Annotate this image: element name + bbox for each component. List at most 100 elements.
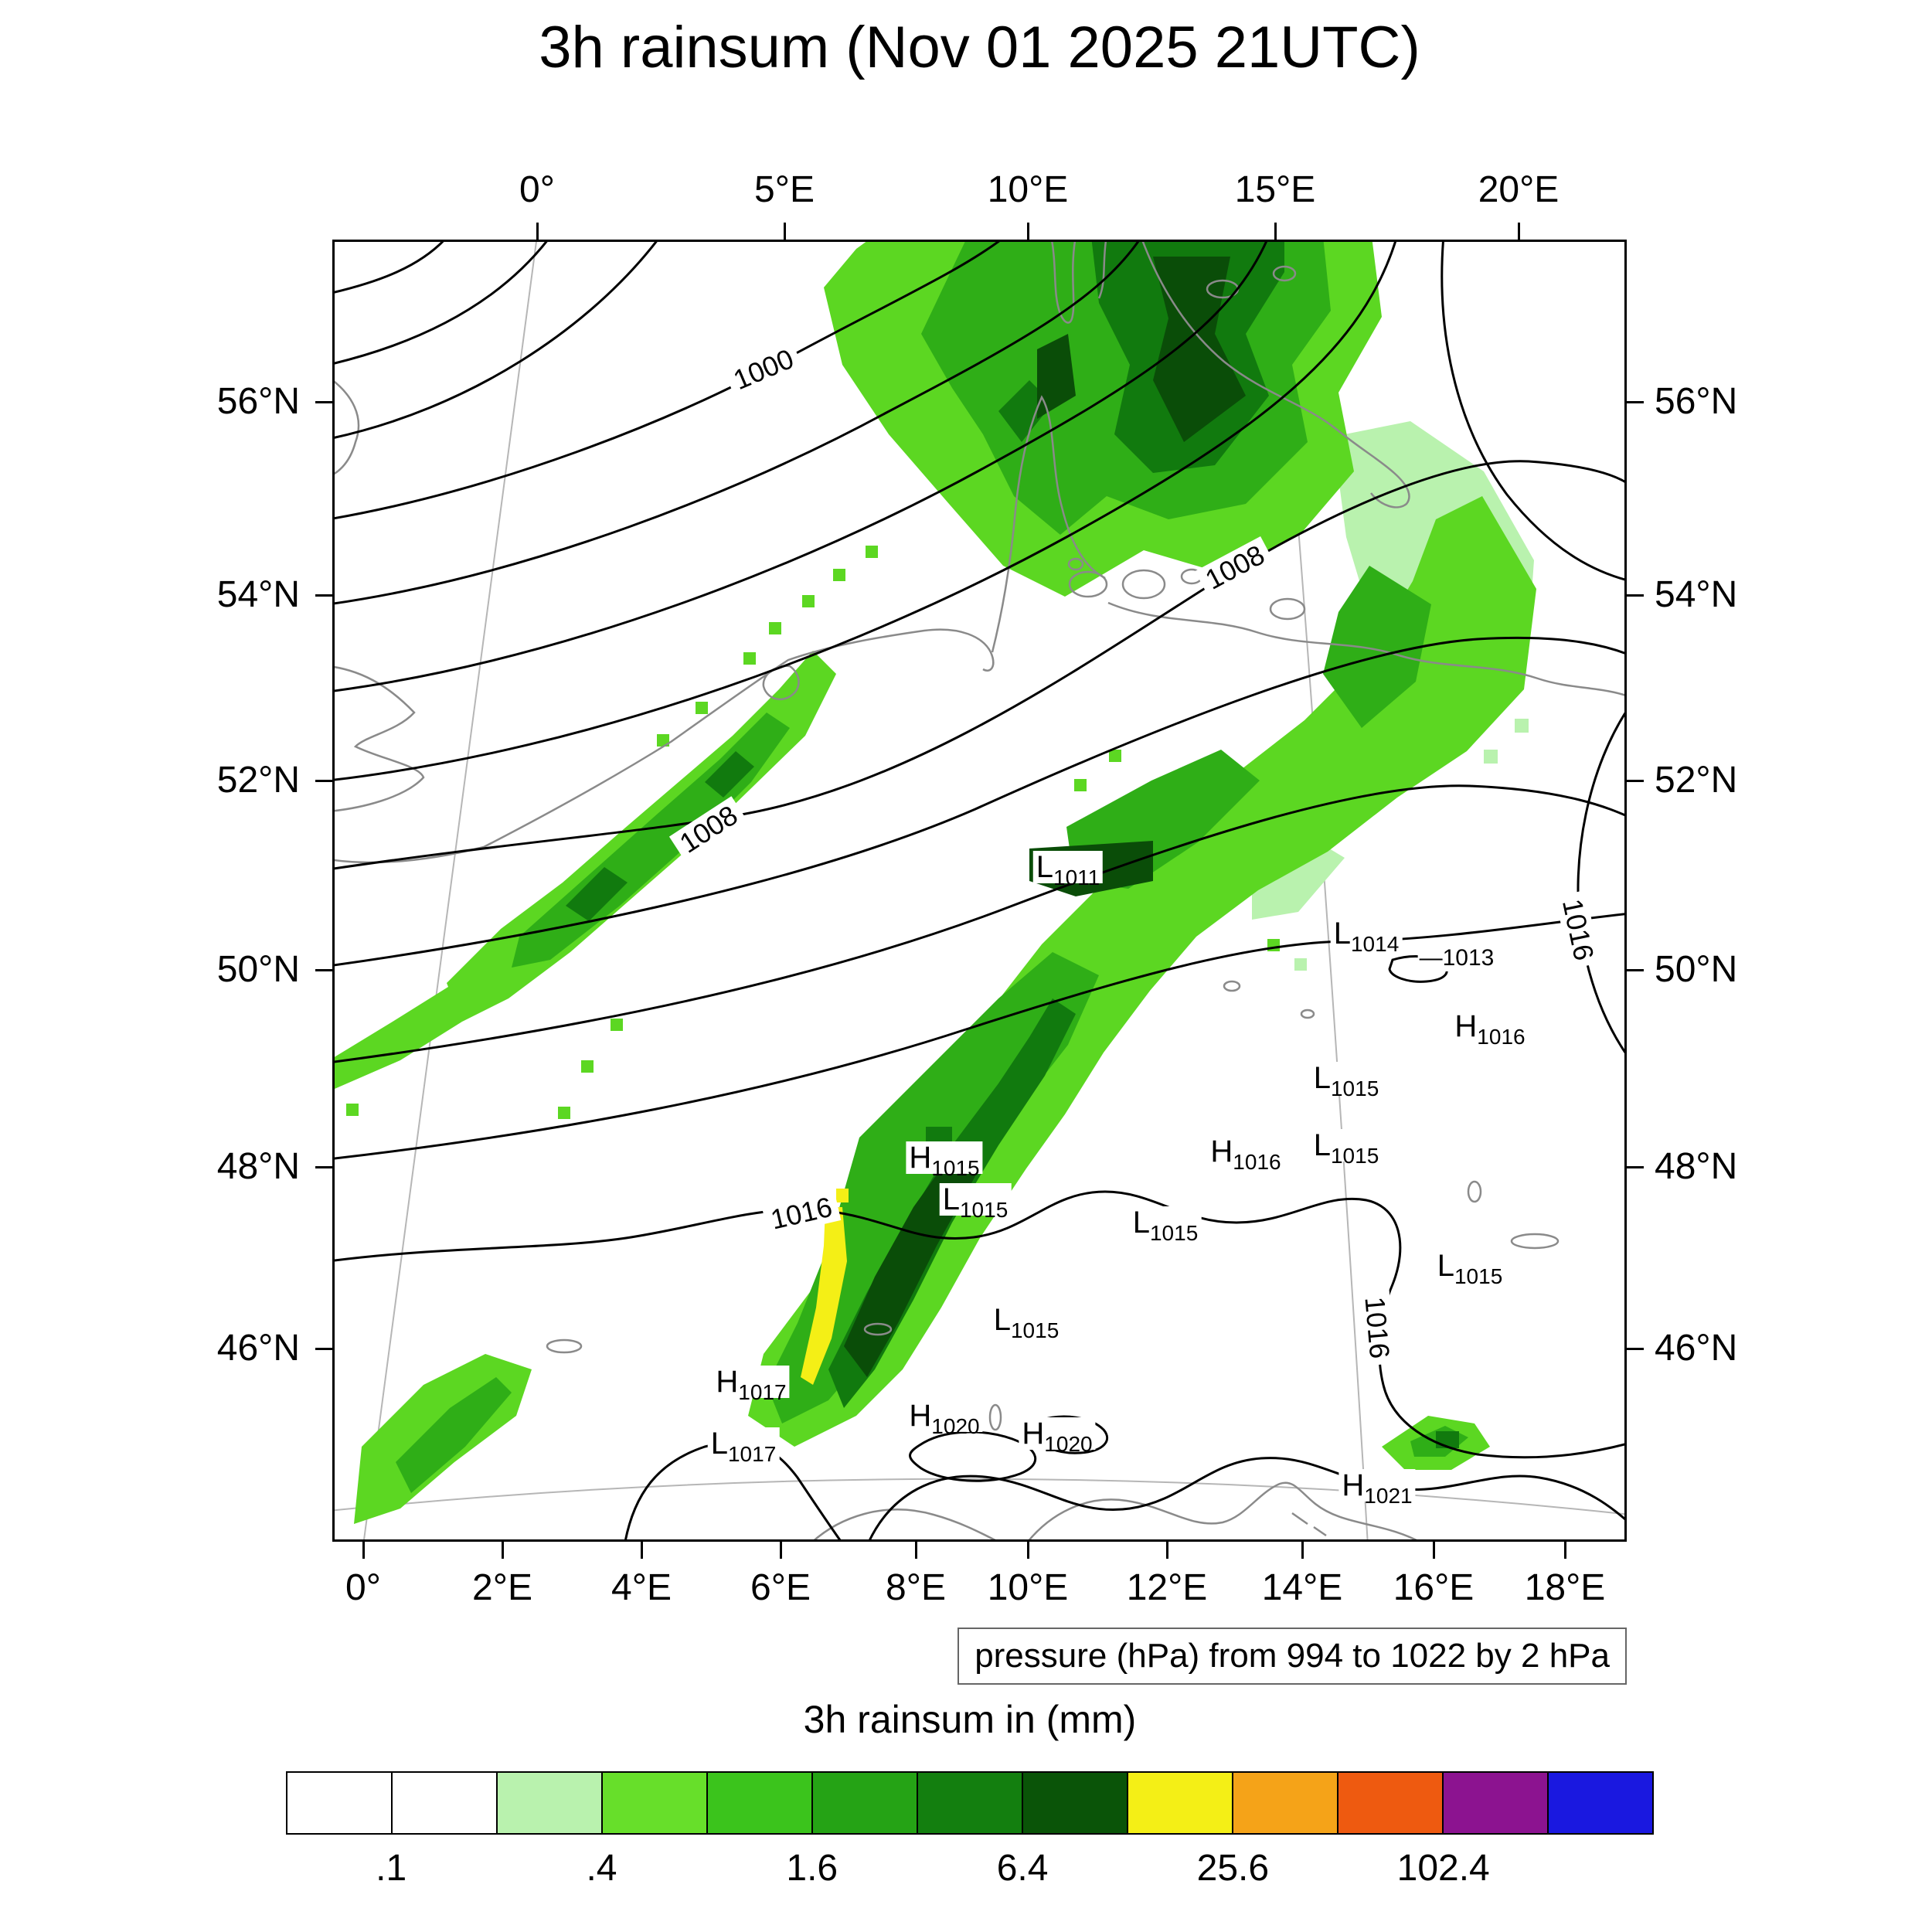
pressure-caption: pressure (hPa) from 994 to 1022 by 2 hPa [957,1628,1627,1685]
axis-label-bottom: 10°E [987,1567,1069,1608]
isobar-inline-label: 1000 [723,341,804,398]
colorbar-tick-label: .4 [586,1848,617,1889]
pressure-center-letter: L [1333,917,1351,951]
pressure-center-letter: H [909,1399,932,1433]
axis-label-bottom: 6°E [750,1567,811,1608]
pressure-center-letter: H [716,1365,739,1399]
axis-label-bottom: 14°E [1261,1567,1343,1608]
pressure-center-letter: L [1132,1206,1150,1240]
pressure-center-label: H1016 [1451,1009,1529,1048]
pressure-center-letter: L [1437,1249,1454,1283]
axis-tick-bottom [914,1542,917,1559]
map-panel: L1011 L1014 H1016 L1015 H1016 L1015 H1015 L1015… [332,240,1627,1542]
axis-tick-bottom [501,1542,504,1559]
axis-tick-bottom [779,1542,782,1559]
axis-tick-left [315,779,332,782]
pressure-center-letter: L [1036,850,1054,884]
pressure-center-letter: L [993,1303,1011,1337]
axis-label-right: 50°N [1655,949,1738,990]
pressure-center-value: 1015 [1330,1144,1379,1168]
axis-tick-bottom [362,1542,365,1559]
pressure-center-value: 1015 [931,1156,980,1180]
pressure-center-letter: H [1022,1417,1045,1451]
axis-label-bottom: 4°E [611,1567,672,1608]
axis-label-right: 54°N [1655,574,1738,615]
colorbar-cell [1127,1771,1233,1835]
pressure-center-value: 1015 [1330,1077,1379,1100]
pressure-center-letter: H [1342,1468,1365,1502]
pressure-center-value: 1016 [1233,1150,1281,1174]
pressure-center-label: L1014 [1330,917,1403,955]
pressure-center-letter: H [1454,1009,1478,1043]
colorbar-cell [1022,1771,1128,1835]
pressure-center-label: L1015 [1310,1128,1383,1167]
colorbar-tick-label: 102.4 [1396,1848,1490,1889]
axis-tick-bottom [1026,1542,1029,1559]
minor-pressure-label: —1013 [1417,945,1496,971]
axis-tick-left [315,594,332,597]
pressure-center-label: H1020 [1019,1417,1096,1455]
pressure-center-label: H1020 [906,1399,983,1437]
pressure-center-value: 1016 [1477,1025,1526,1049]
colorbar-cell [1337,1771,1444,1835]
pressure-center-value: 1020 [931,1414,980,1438]
axis-tick-bottom [1301,1542,1304,1559]
axis-label-top: 10°E [987,169,1069,210]
axis-label-right: 48°N [1655,1146,1738,1187]
axis-label-left: 52°N [216,760,300,801]
colorbar-cell [1232,1771,1338,1835]
page-title: 3h rainsum (Nov 01 2025 21UTC) [539,15,1420,80]
pressure-center-letter: L [1313,1128,1331,1162]
axis-label-top: 20°E [1478,169,1560,210]
axis-tick-top [1517,223,1520,240]
axis-label-left: 56°N [216,381,300,422]
pressure-center-letter: H [909,1141,932,1175]
pressure-center-value: 1014 [1350,932,1400,956]
axis-label-right: 56°N [1655,381,1738,422]
axis-label-bottom: 0° [345,1567,381,1608]
axis-tick-right [1627,968,1644,971]
pressure-center-label: L1015 [990,1303,1063,1342]
isobar-inline-label: 1008 [1195,536,1275,599]
axis-tick-right [1627,1165,1644,1168]
colorbar-cell [917,1771,1023,1835]
colorbar-title: 3h rainsum in (mm) [803,1698,1137,1741]
axis-tick-left [315,400,332,403]
colorbar-tick-label: 1.6 [786,1848,838,1889]
pressure-center-value: 1015 [1454,1264,1503,1288]
pressure-center-letter: H [1210,1134,1233,1168]
pressure-center-label: H1021 [1338,1468,1416,1507]
pressure-center-value: 1020 [1044,1432,1093,1456]
pressure-center-label: L1015 [939,1182,1012,1221]
pressure-center-label: L1017 [707,1427,780,1465]
axis-tick-left [315,1165,332,1168]
pressure-center-value: 1015 [1149,1221,1199,1245]
colorbar [286,1771,1654,1835]
axis-tick-left [315,968,332,971]
axis-label-top: 0° [519,169,555,210]
axis-tick-right [1627,400,1644,403]
colorbar-cell [1442,1771,1549,1835]
axis-label-bottom: 18°E [1524,1567,1606,1608]
colorbar-tick-label: 6.4 [996,1848,1049,1889]
pressure-center-letter: L [942,1182,960,1216]
axis-label-top: 5°E [754,169,815,210]
rain-shading-yellow-max [801,1189,849,1385]
axis-label-right: 52°N [1655,760,1738,801]
axis-tick-bottom [1432,1542,1435,1559]
colorbar-tick-label: .1 [376,1848,407,1889]
axis-tick-top [536,223,539,240]
axis-tick-bottom [1563,1542,1566,1559]
axis-label-bottom: 8°E [886,1567,946,1608]
pressure-center-value: 1015 [959,1198,1009,1222]
axis-tick-bottom [640,1542,643,1559]
pressure-center-value: 1011 [1053,866,1100,889]
isobar-inline-label: 1016 [1555,889,1601,970]
colorbar-cell [811,1771,918,1835]
isobar-inline-label: 1008 [668,796,749,862]
axis-tick-right [1627,594,1644,597]
colorbar-cell [706,1771,813,1835]
axis-label-left: 54°N [216,574,300,615]
colorbar-cell [391,1771,498,1835]
